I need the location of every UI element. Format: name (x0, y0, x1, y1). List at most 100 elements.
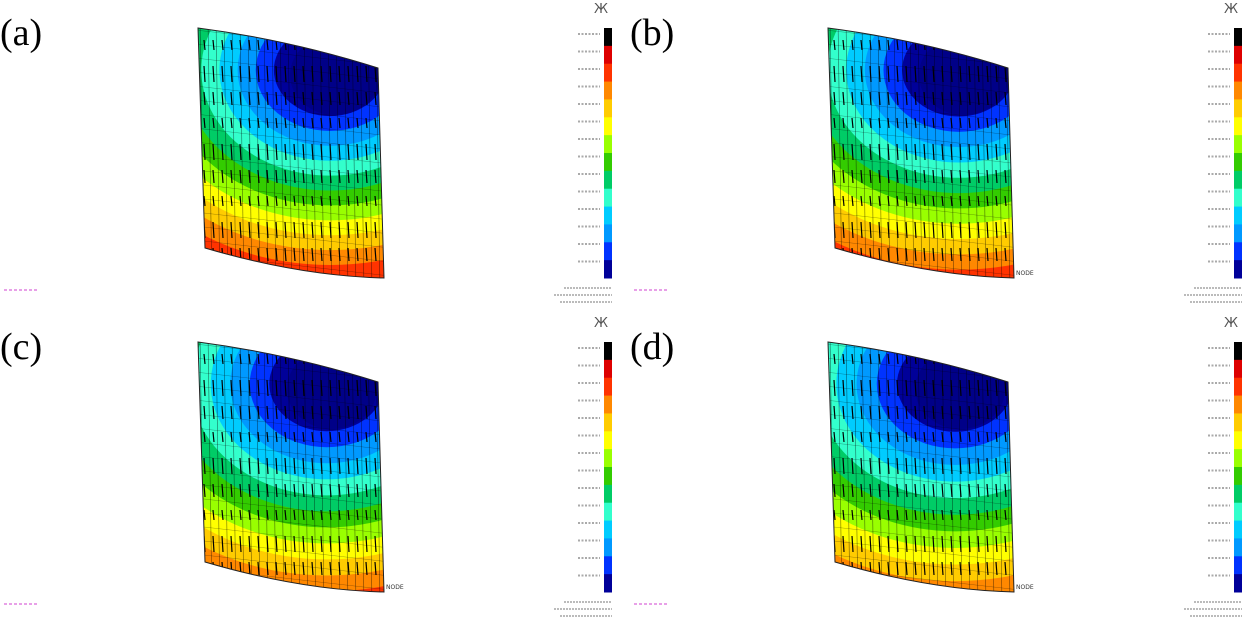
vector-arrow (851, 535, 854, 553)
vector-arrow (203, 195, 206, 207)
vector-arrow (284, 431, 287, 443)
legend-swatch (1234, 377, 1242, 397)
vector-arrow (977, 247, 980, 262)
vector-arrow (959, 91, 962, 106)
vector-arrow (356, 431, 359, 443)
vector-arrow (311, 561, 314, 576)
mesh-line (343, 28, 349, 278)
vector-arrow (329, 457, 332, 475)
vector-arrow (977, 509, 980, 521)
vector-arrow (959, 39, 962, 51)
vector-arrow (329, 353, 332, 365)
vector-arrow (320, 457, 323, 475)
vector-arrow (374, 117, 377, 129)
vector-arrow (374, 39, 377, 51)
vector-arrow (338, 535, 341, 553)
vector-arrow (338, 247, 341, 262)
vector-arrow (1004, 457, 1007, 475)
vector-arrow (221, 483, 224, 498)
vector-arrow (239, 169, 242, 184)
vector-arrow (257, 353, 260, 365)
vector-arrow (257, 561, 260, 576)
mesh-line (287, 28, 293, 278)
mesh-line (271, 342, 277, 592)
vector-arrow (284, 561, 287, 576)
vector-arrow (833, 509, 836, 521)
vector-arrow (887, 195, 890, 207)
mesh-line (279, 342, 285, 592)
vector-arrow (869, 195, 872, 207)
vector-arrow (986, 353, 989, 365)
vector-arrow (320, 431, 323, 443)
vector-arrow (212, 535, 215, 553)
mesh-line (198, 357, 384, 381)
vector-arrow (896, 143, 899, 161)
vector-arrow (932, 143, 935, 161)
legend-swatch (1234, 117, 1242, 136)
vector-arrow (347, 561, 350, 576)
vector-arrow (887, 91, 890, 106)
vector-arrow (284, 457, 287, 475)
vector-arrow (284, 379, 287, 397)
vector-arrow (320, 143, 323, 161)
vector-arrow (356, 353, 359, 365)
vector-arrow (959, 405, 962, 420)
mesh-line (223, 28, 229, 278)
vector-arrow (356, 221, 359, 239)
legend-swatch (604, 502, 612, 522)
vector-arrow (932, 221, 935, 239)
vector-arrow (257, 509, 260, 521)
mesh-line (941, 342, 947, 592)
vector-arrow (257, 379, 260, 397)
vector-arrow (941, 483, 944, 498)
vector-arrow (959, 195, 962, 207)
vector-arrow (986, 457, 989, 475)
vector-arrow (860, 65, 863, 83)
vector-arrow (842, 457, 845, 475)
mesh-line (845, 342, 851, 592)
vector-arrow (995, 221, 998, 239)
vector-arrow (293, 483, 296, 498)
vector-arrow (914, 457, 917, 475)
axis-triad: Ж (1224, 2, 1239, 17)
vector-arrow (275, 457, 278, 475)
vector-arrow (230, 353, 233, 365)
vector-arrow (995, 483, 998, 498)
vector-arrow (221, 457, 224, 475)
vector-arrow (959, 457, 962, 475)
vector-arrow (311, 221, 314, 239)
vector-arrow (338, 117, 341, 129)
vector-arrow (212, 143, 215, 161)
vector-arrow (230, 195, 233, 207)
vector-arrow (293, 65, 296, 83)
vector-arrow (257, 431, 260, 443)
vector-arrow (869, 39, 872, 51)
mesh-line (869, 28, 875, 278)
vector-arrow (995, 561, 998, 576)
vector-arrow (896, 353, 899, 365)
vector-arrow (221, 117, 224, 129)
vector-arrow (986, 65, 989, 83)
vector-arrow (356, 65, 359, 83)
vector-arrow (239, 379, 242, 397)
vector-arrow (320, 39, 323, 51)
vector-arrow (293, 379, 296, 397)
vector-arrow (356, 195, 359, 207)
mesh-line (917, 342, 923, 592)
vector-arrow (266, 379, 269, 397)
vector-arrow (932, 509, 935, 521)
vector-arrow (374, 143, 377, 161)
vector-arrow (968, 91, 971, 106)
vector-arrow (941, 431, 944, 443)
vector-arrow (869, 143, 872, 161)
vector-arrow (995, 169, 998, 184)
vector-arrow (365, 247, 368, 262)
vector-arrow (293, 169, 296, 184)
vector-arrow (914, 535, 917, 553)
legend-swatch (1234, 342, 1242, 361)
vector-arrow (995, 143, 998, 161)
mesh-line (925, 28, 931, 278)
vector-arrow (977, 483, 980, 498)
vector-arrow (239, 65, 242, 83)
plot-footnote (554, 287, 612, 303)
